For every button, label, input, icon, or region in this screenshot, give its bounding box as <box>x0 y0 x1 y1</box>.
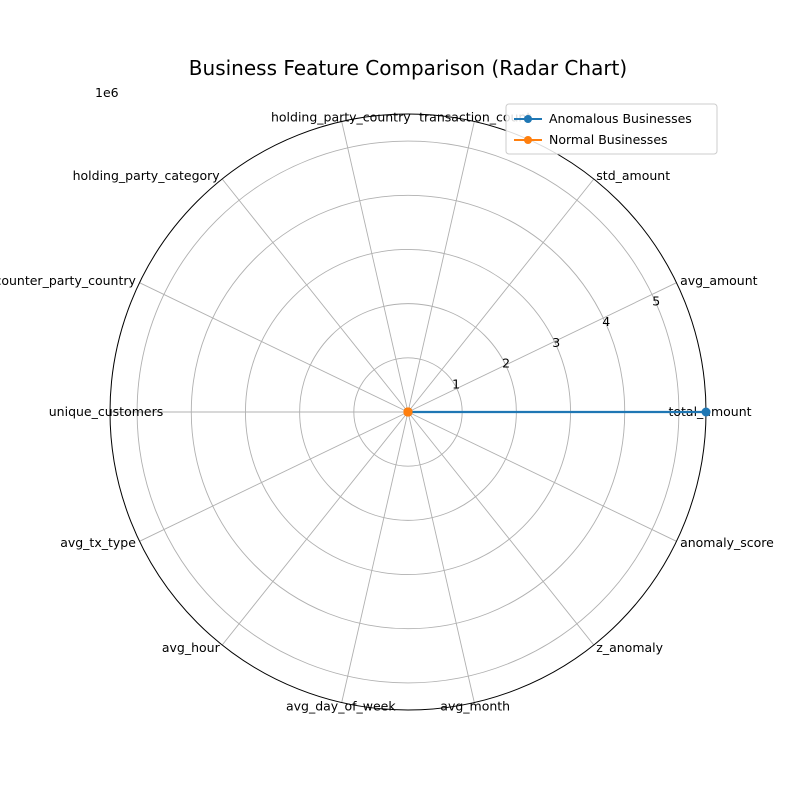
grid-spoke-avg_month <box>407 411 475 703</box>
series-1-point-anomaly_score <box>403 407 413 417</box>
axis-label-avg_counter_party_country: avg_counter_party_country <box>0 273 136 288</box>
tick-label-layer: 1 2 3 4 5 <box>452 293 660 391</box>
legend: Anomalous Businesses Normal Businesses <box>505 103 718 155</box>
axis-label-avg_month: avg_month <box>440 698 510 713</box>
grid-spoke-holding_party_country <box>341 121 409 413</box>
axis-label-std_amount: std_amount <box>596 168 670 183</box>
r-tick-label: 5 <box>652 293 660 308</box>
r-tick-label: 1 <box>452 376 460 391</box>
grid-spoke-avg_day_of_week <box>341 411 409 703</box>
r-tick-label: 3 <box>552 335 560 350</box>
grid-spoke-holding_party_category <box>221 178 409 413</box>
axis-label-avg_day_of_week: avg_day_of_week <box>286 698 396 713</box>
axis-label-holding_party_country: holding_party_country <box>271 110 411 125</box>
grid-spoke-anomaly_score <box>407 411 677 542</box>
r-tick-label: 2 <box>502 356 510 371</box>
legend-marker-normal <box>524 136 532 144</box>
scale-note: 1e6 <box>95 85 119 100</box>
axis-label-avg_tx_type: avg_tx_type <box>60 535 136 550</box>
axis-label-avg_hour: avg_hour <box>162 640 221 655</box>
grid-spoke-transaction_count <box>407 121 475 413</box>
grid-spoke-avg_tx_type <box>139 411 409 542</box>
axis-label-anomaly_score: anomaly_score <box>680 535 774 550</box>
legend-box <box>505 103 718 155</box>
legend-label-anomalous: Anomalous Businesses <box>549 111 692 126</box>
grid-spoke-avg_counter_party_country <box>139 282 409 413</box>
grid-layer <box>109 113 707 711</box>
axis-label-unique_customers: unique_customers <box>49 404 164 419</box>
legend-marker-anomalous <box>524 115 532 123</box>
grid-spoke-std_amount <box>407 178 595 413</box>
r-tick-label: 4 <box>602 314 610 329</box>
series-0-point-total_amount <box>701 407 711 417</box>
axis-label-transaction_count: transaction_count <box>419 110 531 125</box>
series-layer <box>403 407 711 417</box>
axis-label-z_anomaly: z_anomaly <box>596 640 663 655</box>
legend-label-normal: Normal Businesses <box>549 132 668 147</box>
chart-title: Business Feature Comparison (Radar Chart… <box>189 56 627 80</box>
axis-label-layer: total_amountavg_amountstd_amounttransact… <box>0 110 774 714</box>
axis-label-holding_party_category: holding_party_category <box>73 168 221 183</box>
grid-spoke-avg_amount <box>407 282 677 413</box>
axis-label-avg_amount: avg_amount <box>680 273 758 288</box>
grid-spoke-z_anomaly <box>407 411 595 646</box>
grid-spoke-avg_hour <box>221 411 409 646</box>
